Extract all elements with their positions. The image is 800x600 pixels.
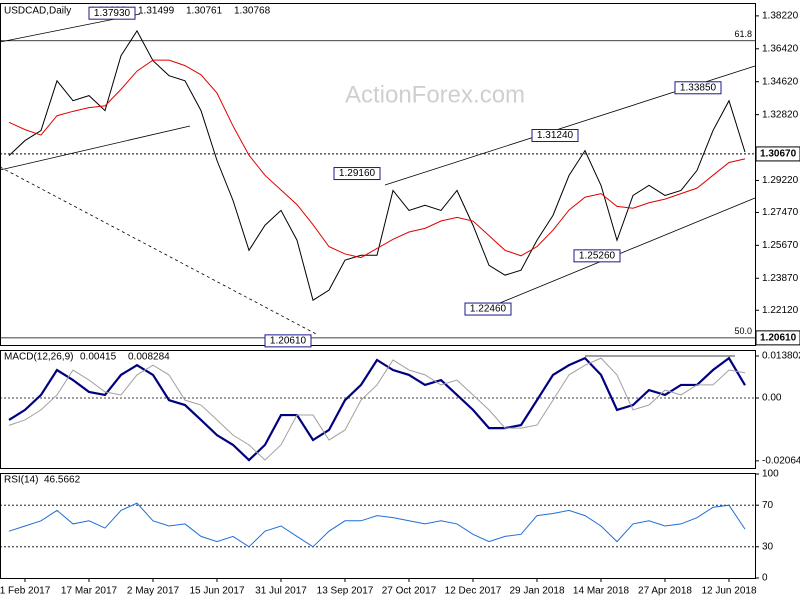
x-tick-label: 14 Mar 2018 <box>573 586 630 597</box>
trend-line <box>494 197 756 306</box>
ohlc-value: 1.30761 <box>186 6 223 17</box>
macd-panel <box>0 350 756 469</box>
indicator-title: MACD(12,26,9) <box>4 352 73 363</box>
annotation-box <box>264 334 312 348</box>
annotation-box <box>88 6 136 20</box>
series-line <box>8 29 746 301</box>
x-tick-label: 29 Jan 2018 <box>509 586 564 597</box>
y-tick-label: 30 <box>762 541 774 552</box>
y-tick-label: 1.36420 <box>762 43 799 54</box>
y-tick-label: 1.34620 <box>762 76 799 87</box>
y-tick-label: 1.22120 <box>762 305 799 316</box>
y-tick-label: 1.38220 <box>762 11 799 22</box>
y-tick-label: -0.020648 <box>762 455 800 466</box>
trend-line <box>0 125 191 171</box>
x-tick-label: 17 Mar 2017 <box>61 586 118 597</box>
indicator-title: RSI(14) <box>4 475 38 486</box>
y-tick-label: 1.27470 <box>762 207 799 218</box>
ohlc-value: 1.31499 <box>138 6 175 17</box>
y-tick-label: 0 <box>762 573 768 584</box>
x-tick-label: 27 Apr 2018 <box>638 586 692 597</box>
annotation-label: 1.25260 <box>579 250 616 261</box>
x-tick-label: 2 May 2017 <box>127 586 180 597</box>
x-tick-label: 27 Oct 2017 <box>382 586 437 597</box>
ohlc-value: 1.30768 <box>234 6 271 17</box>
x-tick-label: 15 Jun 2017 <box>189 586 244 597</box>
indicator-readout: 0.008284 <box>128 352 170 363</box>
y-tick-label: 100 <box>762 469 779 480</box>
x-tick-label: 13 Sep 2017 <box>317 586 374 597</box>
annotation-box <box>573 249 621 263</box>
series-line <box>8 502 746 548</box>
watermark: ActionForex.com <box>345 81 525 108</box>
price-box-label: 1.20610 <box>760 333 797 344</box>
annotation-label: 1.33850 <box>680 82 717 93</box>
annotation-box <box>674 81 722 95</box>
price-box <box>755 330 800 346</box>
symbol-label: USDCAD,Daily <box>4 6 71 17</box>
price-box <box>755 146 800 162</box>
x-tick-label: 1 Feb 2017 <box>0 586 51 597</box>
annotation-box <box>531 129 579 143</box>
y-tick-label: 70 <box>762 500 774 511</box>
x-tick-label: 12 Dec 2017 <box>445 586 502 597</box>
rsi-panel <box>0 473 756 579</box>
x-tick-label: 12 Jun 2018 <box>701 586 756 597</box>
annotation-label: 1.37930 <box>94 8 131 19</box>
indicator-readout: 46.5662 <box>44 475 81 486</box>
y-tick-label: 0.013802 <box>762 351 800 362</box>
series-line <box>8 357 746 461</box>
y-tick-label: 0.00 <box>762 393 782 404</box>
x-tick-label: 31 Jul 2017 <box>255 586 307 597</box>
y-tick-label: 1.29220 <box>762 175 799 186</box>
series-line <box>8 356 746 462</box>
y-tick-label: 1.25670 <box>762 240 799 251</box>
fib-label: 50.0 <box>734 326 752 336</box>
fib-label: 61.8 <box>734 29 752 39</box>
annotation-label: 1.29160 <box>339 168 376 179</box>
series-line <box>8 59 746 259</box>
indicator-readout: 0.00415 <box>80 352 117 363</box>
y-tick-label: 1.23870 <box>762 273 799 284</box>
annotation-box <box>333 167 381 181</box>
annotation-label: 1.31240 <box>537 130 574 141</box>
y-tick-label: 1.32820 <box>762 109 799 120</box>
price-box-label: 1.30670 <box>760 149 797 160</box>
price-panel <box>0 3 756 346</box>
annotation-label: 1.20610 <box>270 336 307 347</box>
annotation-label: 1.22460 <box>470 304 507 315</box>
annotation-box <box>464 302 512 316</box>
